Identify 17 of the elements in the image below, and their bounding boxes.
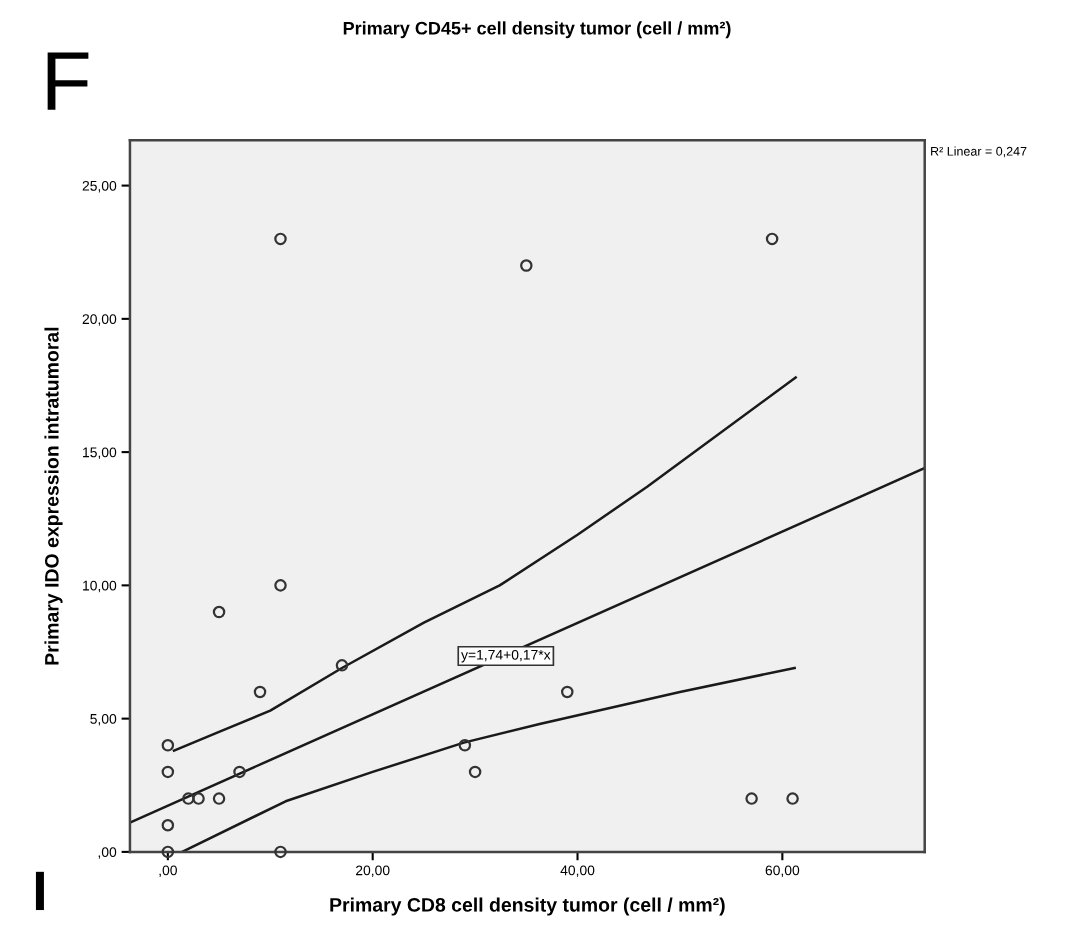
x-tick-label: 40,00 <box>560 865 595 877</box>
y-tick-label: 15,00 <box>83 447 117 459</box>
y-tick-label: 10,00 <box>83 580 117 593</box>
x-axis-title: Primary CD8 cell density tumor (cell / mm²) <box>330 897 725 916</box>
annotation: y=1,74+0,17*x <box>461 649 551 663</box>
x-tick-label: 60,00 <box>765 865 800 877</box>
chart-title: Primary CD45+ cell density tumor (cell / mm²) <box>343 21 731 39</box>
x-tick-label: 20,00 <box>356 865 390 877</box>
y-tick-label: 20,00 <box>82 314 117 326</box>
y-axis-title: Primary IDO expression intratumoral <box>44 327 63 665</box>
text: R² Linear = 0,247 <box>931 146 1027 158</box>
x-tick-label: ,00 <box>159 865 177 877</box>
y-tick-label: 25,00 <box>82 180 117 193</box>
text: F <box>47 52 89 110</box>
y-tick-label: ,00 <box>98 847 117 859</box>
y-tick-label: 5,00 <box>90 713 117 726</box>
text: I <box>35 871 44 911</box>
